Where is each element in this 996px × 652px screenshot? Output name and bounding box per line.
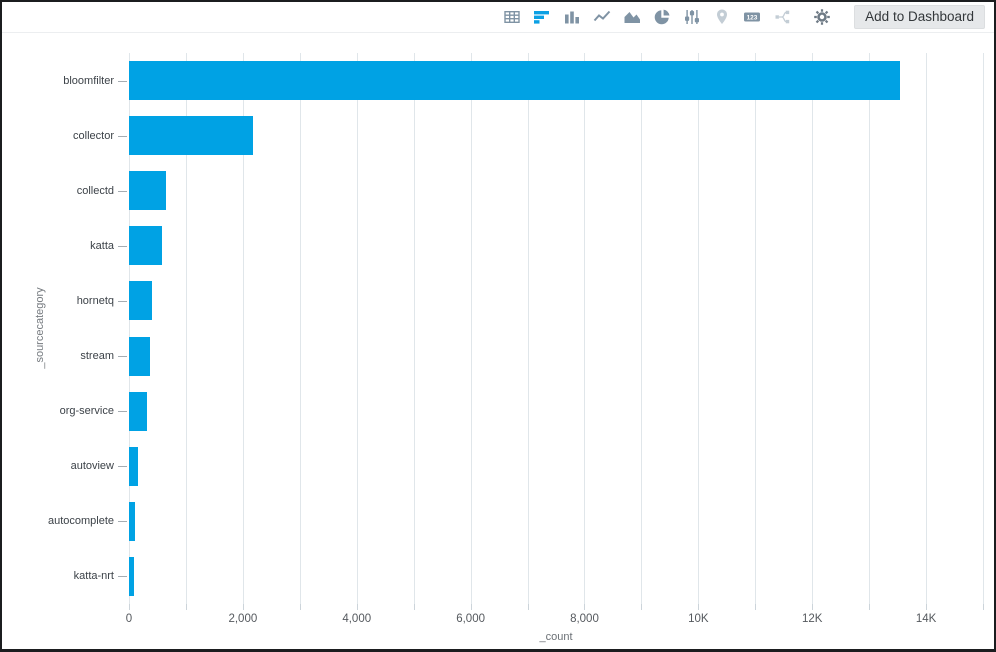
y-axis-tick bbox=[118, 80, 127, 82]
x-tick-label: 0 bbox=[125, 613, 133, 625]
gridline bbox=[527, 53, 529, 604]
y-axis-title: _sourcecategory bbox=[34, 286, 46, 369]
gridline bbox=[869, 53, 871, 604]
x-tick-label: 10K bbox=[688, 613, 709, 625]
x-tick-label: 6,000 bbox=[456, 613, 485, 625]
bar-bloomfilter[interactable] bbox=[129, 61, 901, 101]
display-settings-button[interactable] bbox=[683, 8, 701, 26]
table-view-button[interactable] bbox=[503, 8, 521, 26]
gridline bbox=[129, 53, 130, 604]
y-axis-tick bbox=[118, 521, 127, 523]
x-axis-title: _count bbox=[539, 631, 573, 643]
numeric-123-icon: 123 bbox=[744, 12, 761, 22]
table-icon bbox=[504, 11, 520, 24]
svg-text:123: 123 bbox=[747, 15, 758, 22]
x-axis-tick bbox=[527, 604, 529, 610]
y-axis-tick bbox=[118, 466, 127, 468]
column-chart-button[interactable] bbox=[563, 8, 581, 26]
gridline bbox=[926, 53, 928, 604]
gridline bbox=[299, 53, 301, 604]
category-label: collector bbox=[73, 129, 114, 142]
line-chart-icon bbox=[593, 10, 611, 22]
map-pin-icon bbox=[717, 9, 728, 24]
gridline bbox=[812, 53, 814, 604]
y-axis-tick bbox=[118, 576, 127, 578]
category-label: hornetq bbox=[76, 294, 114, 307]
x-tick-label: 14K bbox=[915, 613, 937, 625]
y-axis-tick bbox=[118, 300, 127, 302]
pie-chart-icon bbox=[654, 9, 670, 25]
x-axis-tick bbox=[242, 604, 244, 610]
sliders-icon bbox=[685, 10, 700, 24]
category-label: collectd bbox=[76, 184, 114, 197]
y-axis-tick bbox=[118, 411, 127, 413]
area-chart-icon bbox=[624, 12, 641, 23]
bar-stream[interactable] bbox=[129, 336, 151, 376]
x-axis-tick bbox=[869, 604, 871, 610]
area-chart-button[interactable] bbox=[623, 8, 641, 26]
y-axis-tick bbox=[118, 190, 127, 192]
horizontal-bar-chart-button[interactable] bbox=[533, 8, 551, 26]
x-axis-tick bbox=[185, 604, 187, 610]
x-axis-tick bbox=[413, 604, 415, 610]
x-axis-tick bbox=[299, 604, 301, 610]
chart-settings-button[interactable] bbox=[813, 8, 831, 26]
bar-katta[interactable] bbox=[129, 226, 163, 266]
category-label: autoview bbox=[70, 460, 114, 473]
horizontal-bar-chart: _sourcecategory _count 0 2,000 4,000 6,000 8… bbox=[2, 33, 994, 648]
gridline bbox=[242, 53, 244, 604]
x-axis-tick bbox=[812, 604, 814, 610]
gridline bbox=[584, 53, 586, 604]
x-axis-tick bbox=[584, 604, 586, 610]
category-label: bloomfilter bbox=[63, 74, 114, 87]
map-view-button bbox=[713, 8, 731, 26]
category-label: autocomplete bbox=[47, 515, 114, 528]
gridline bbox=[641, 53, 643, 604]
gridline bbox=[983, 53, 984, 604]
gridline bbox=[698, 53, 700, 604]
x-axis-tick bbox=[983, 604, 984, 610]
y-axis-tick bbox=[118, 135, 127, 137]
bar-hornetq[interactable] bbox=[129, 281, 152, 321]
gridline bbox=[413, 53, 415, 604]
gridline bbox=[755, 53, 757, 604]
line-chart-button[interactable] bbox=[593, 8, 611, 26]
horizontal-bar-chart-icon bbox=[534, 11, 550, 24]
chart-toolbar: 123 Add to Dashboard bbox=[2, 2, 994, 33]
x-tick-label: 2,000 bbox=[228, 613, 258, 625]
x-axis-tick bbox=[755, 604, 757, 610]
column-chart-icon bbox=[565, 11, 580, 24]
gridline bbox=[470, 53, 472, 604]
gridline bbox=[356, 53, 358, 604]
x-tick-label: 12K bbox=[801, 613, 823, 625]
node-diagram-button bbox=[773, 8, 791, 26]
x-axis-tick bbox=[129, 604, 130, 610]
bar-autocomplete[interactable] bbox=[129, 501, 135, 541]
single-value-button[interactable]: 123 bbox=[743, 8, 761, 26]
node-diagram-icon bbox=[775, 10, 790, 24]
category-label: org-service bbox=[59, 405, 114, 418]
bar-collectd[interactable] bbox=[129, 171, 166, 211]
x-tick-label: 4,000 bbox=[342, 613, 372, 625]
category-label: stream bbox=[80, 350, 114, 363]
x-axis-tick bbox=[641, 604, 643, 610]
bar-org-service[interactable] bbox=[129, 391, 148, 431]
bar-autoview[interactable] bbox=[129, 446, 138, 486]
category-label: katta bbox=[90, 239, 114, 252]
y-axis-tick bbox=[118, 356, 127, 358]
y-axis-tick bbox=[118, 245, 127, 247]
bar-katta-nrt[interactable] bbox=[129, 556, 134, 596]
bar-collector[interactable] bbox=[129, 116, 254, 156]
x-axis-tick bbox=[356, 604, 358, 610]
gridline bbox=[185, 53, 187, 604]
category-label: katta-nrt bbox=[73, 570, 114, 583]
add-to-dashboard-button[interactable]: Add to Dashboard bbox=[854, 5, 985, 29]
x-axis-tick bbox=[926, 604, 928, 610]
pie-chart-button[interactable] bbox=[653, 8, 671, 26]
gear-icon bbox=[814, 9, 830, 25]
x-axis-tick bbox=[698, 604, 700, 610]
x-axis-tick bbox=[470, 604, 472, 610]
x-tick-label: 8,000 bbox=[570, 613, 599, 625]
